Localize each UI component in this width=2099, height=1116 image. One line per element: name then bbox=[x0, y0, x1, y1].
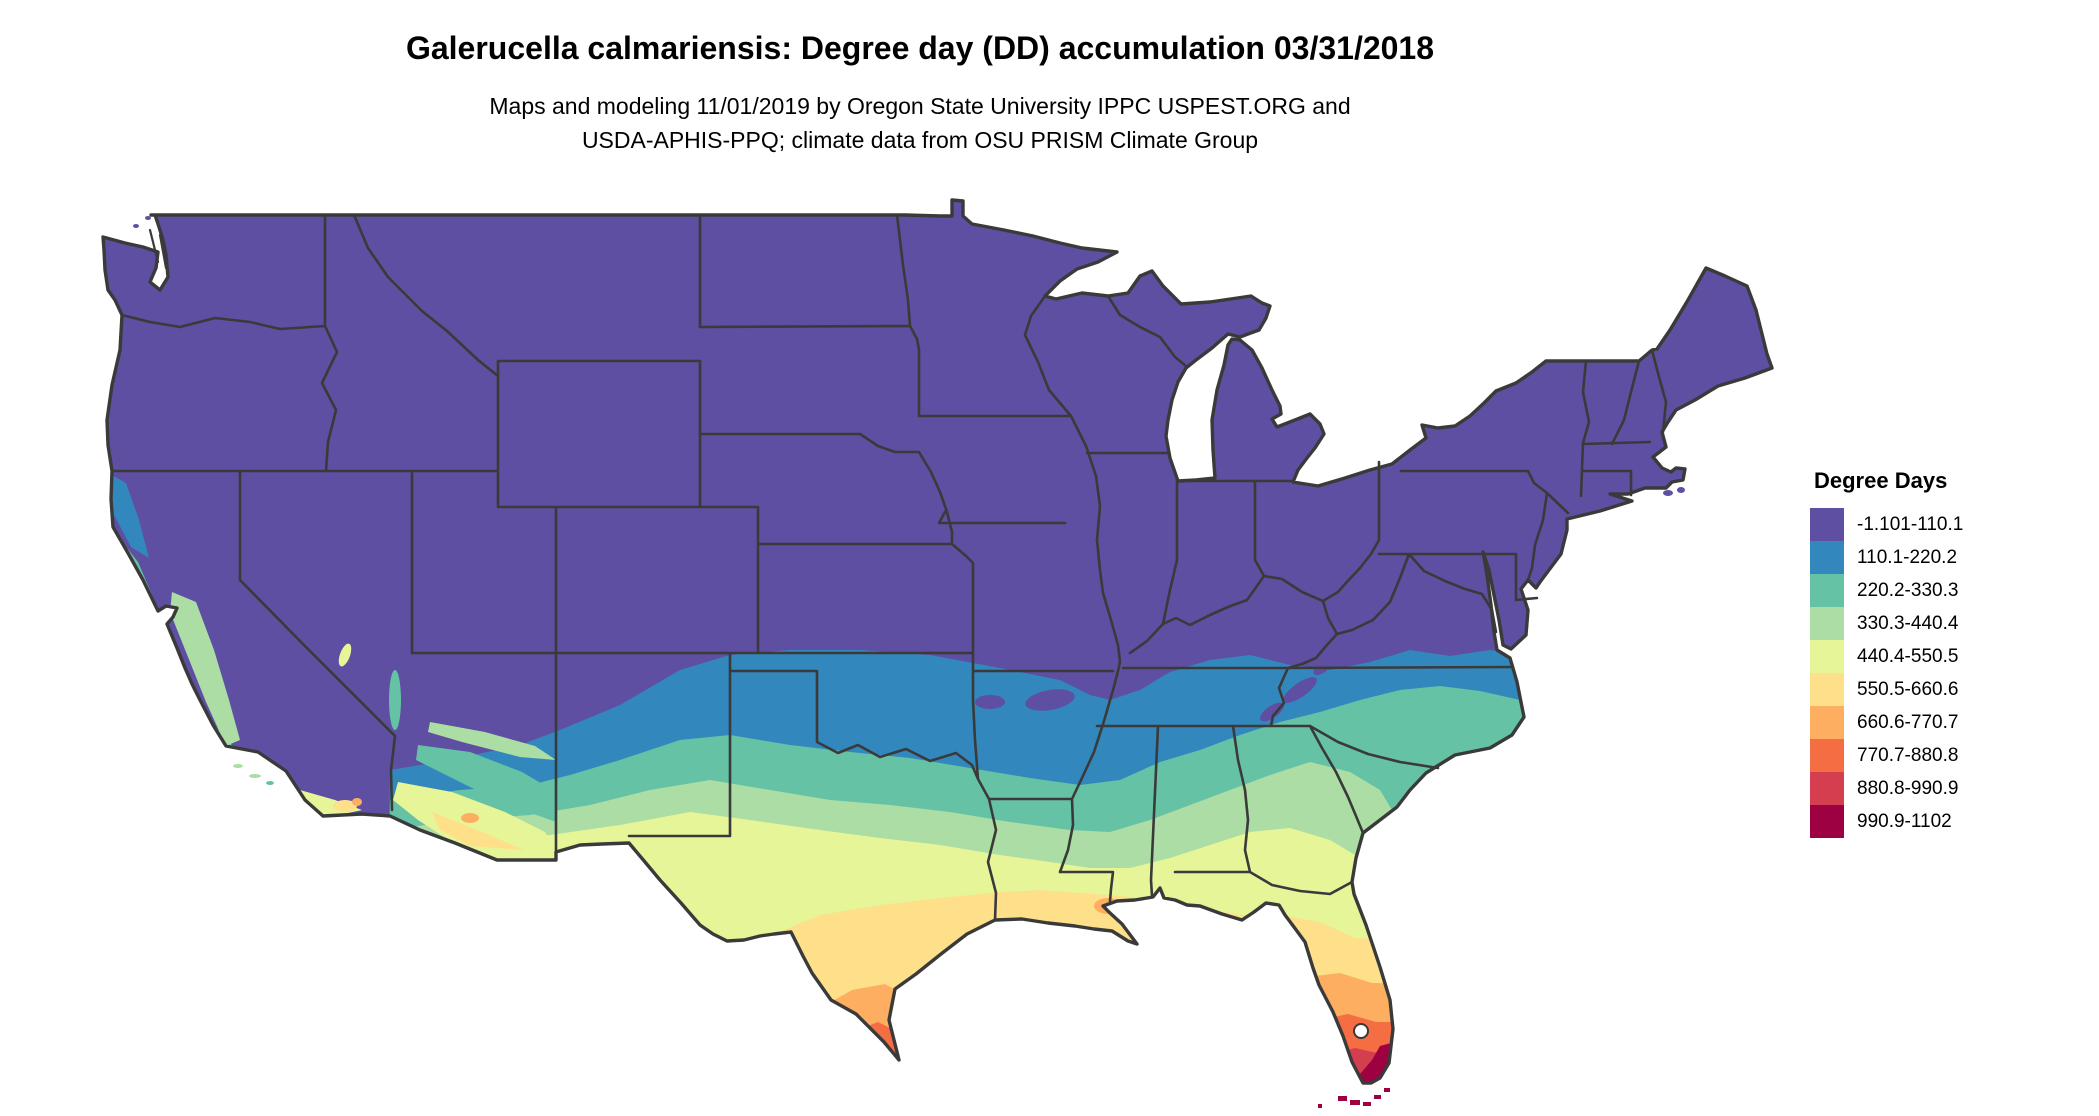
legend-label: 550.5-660.6 bbox=[1857, 678, 1959, 700]
florida-keys bbox=[1318, 1088, 1390, 1108]
attribution-subtitle: Maps and modeling 11/01/2019 by Oregon S… bbox=[0, 89, 1840, 157]
legend-label: 990.9-1102 bbox=[1857, 810, 1952, 832]
legend-swatch-9 bbox=[1810, 805, 1844, 838]
subtitle-line-1: Maps and modeling 11/01/2019 by Oregon S… bbox=[489, 93, 1351, 119]
new-england-islands bbox=[1663, 487, 1685, 496]
legend-swatch-8 bbox=[1810, 772, 1844, 805]
phoenix-warm-spot bbox=[461, 813, 479, 823]
legend-label: 220.2-330.3 bbox=[1857, 579, 1959, 601]
legend-item: 330.3-440.4 bbox=[1810, 607, 2095, 640]
legend-swatch-0 bbox=[1810, 508, 1844, 541]
central-valley-patch bbox=[170, 592, 240, 746]
legend-item: -1.101-110.1 bbox=[1810, 508, 2095, 541]
legend-swatch-6 bbox=[1810, 706, 1844, 739]
legend-item: 880.8-990.9 bbox=[1810, 772, 2095, 805]
arizona-teal-patch bbox=[416, 745, 556, 822]
subtitle-line-2: USDA-APHIS-PPQ; climate data from OSU PR… bbox=[581, 127, 1259, 153]
imperial-warm-spot bbox=[352, 798, 362, 806]
channel-islands bbox=[233, 764, 274, 785]
arizona-green-patch bbox=[428, 722, 556, 760]
state-borders bbox=[110, 213, 1668, 922]
legend-item: 550.5-660.6 bbox=[1810, 673, 2095, 706]
legend-label: 660.6-770.7 bbox=[1857, 711, 1959, 733]
band-550-660 bbox=[750, 890, 1772, 1083]
legend-item: 440.4-550.5 bbox=[1810, 640, 2095, 673]
arizona-yellow-patch bbox=[432, 812, 524, 850]
legend: Degree Days -1.101-110.1 110.1-220.2 220… bbox=[1810, 468, 2095, 838]
legend-swatch-3 bbox=[1810, 607, 1844, 640]
legend-label: 770.7-880.8 bbox=[1857, 744, 1959, 766]
legend-label: 330.3-440.4 bbox=[1857, 612, 1959, 634]
legend-item: 990.9-1102 bbox=[1810, 805, 2095, 838]
legend-label: 880.8-990.9 bbox=[1857, 777, 1959, 799]
norcal-coast-patch bbox=[108, 473, 149, 558]
ozark-cool-sliver bbox=[1025, 689, 1075, 711]
colorado-river-sliver bbox=[389, 670, 401, 730]
legend-item: 220.2-330.3 bbox=[1810, 574, 2095, 607]
legend-item: 660.6-770.7 bbox=[1810, 706, 2095, 739]
legend-label: 440.4-550.5 bbox=[1857, 645, 1959, 667]
legend-label: -1.101-110.1 bbox=[1857, 513, 1964, 535]
appalachian-cool-sliver-2 bbox=[1260, 702, 1284, 722]
legend-swatch-7 bbox=[1810, 739, 1844, 772]
legend-label: 110.1-220.2 bbox=[1857, 546, 1958, 568]
imperial-valley-patch bbox=[333, 800, 357, 812]
legend-swatch-2 bbox=[1810, 574, 1844, 607]
legend-swatch-1 bbox=[1810, 541, 1844, 574]
vegas-valley-sliver bbox=[338, 643, 352, 667]
legend-item: 110.1-220.2 bbox=[1810, 541, 2095, 574]
appalachian-cool-sliver-1 bbox=[1283, 677, 1317, 703]
legend-swatch-4 bbox=[1810, 640, 1844, 673]
page-title: Galerucella calmariensis: Degree day (DD… bbox=[405, 30, 1435, 66]
san-juan-islands bbox=[133, 216, 151, 228]
legend-items: -1.101-110.1 110.1-220.2 220.2-330.3 330… bbox=[1810, 508, 2095, 838]
legend-title: Degree Days bbox=[1814, 468, 1948, 493]
legend-swatch-5 bbox=[1810, 673, 1844, 706]
header: Galerucella calmariensis: Degree day (DD… bbox=[0, 0, 1840, 157]
lake-okeechobee bbox=[1353, 1023, 1369, 1039]
legend-item: 770.7-880.8 bbox=[1810, 739, 2095, 772]
ouachita-cool-sliver bbox=[975, 695, 1005, 709]
